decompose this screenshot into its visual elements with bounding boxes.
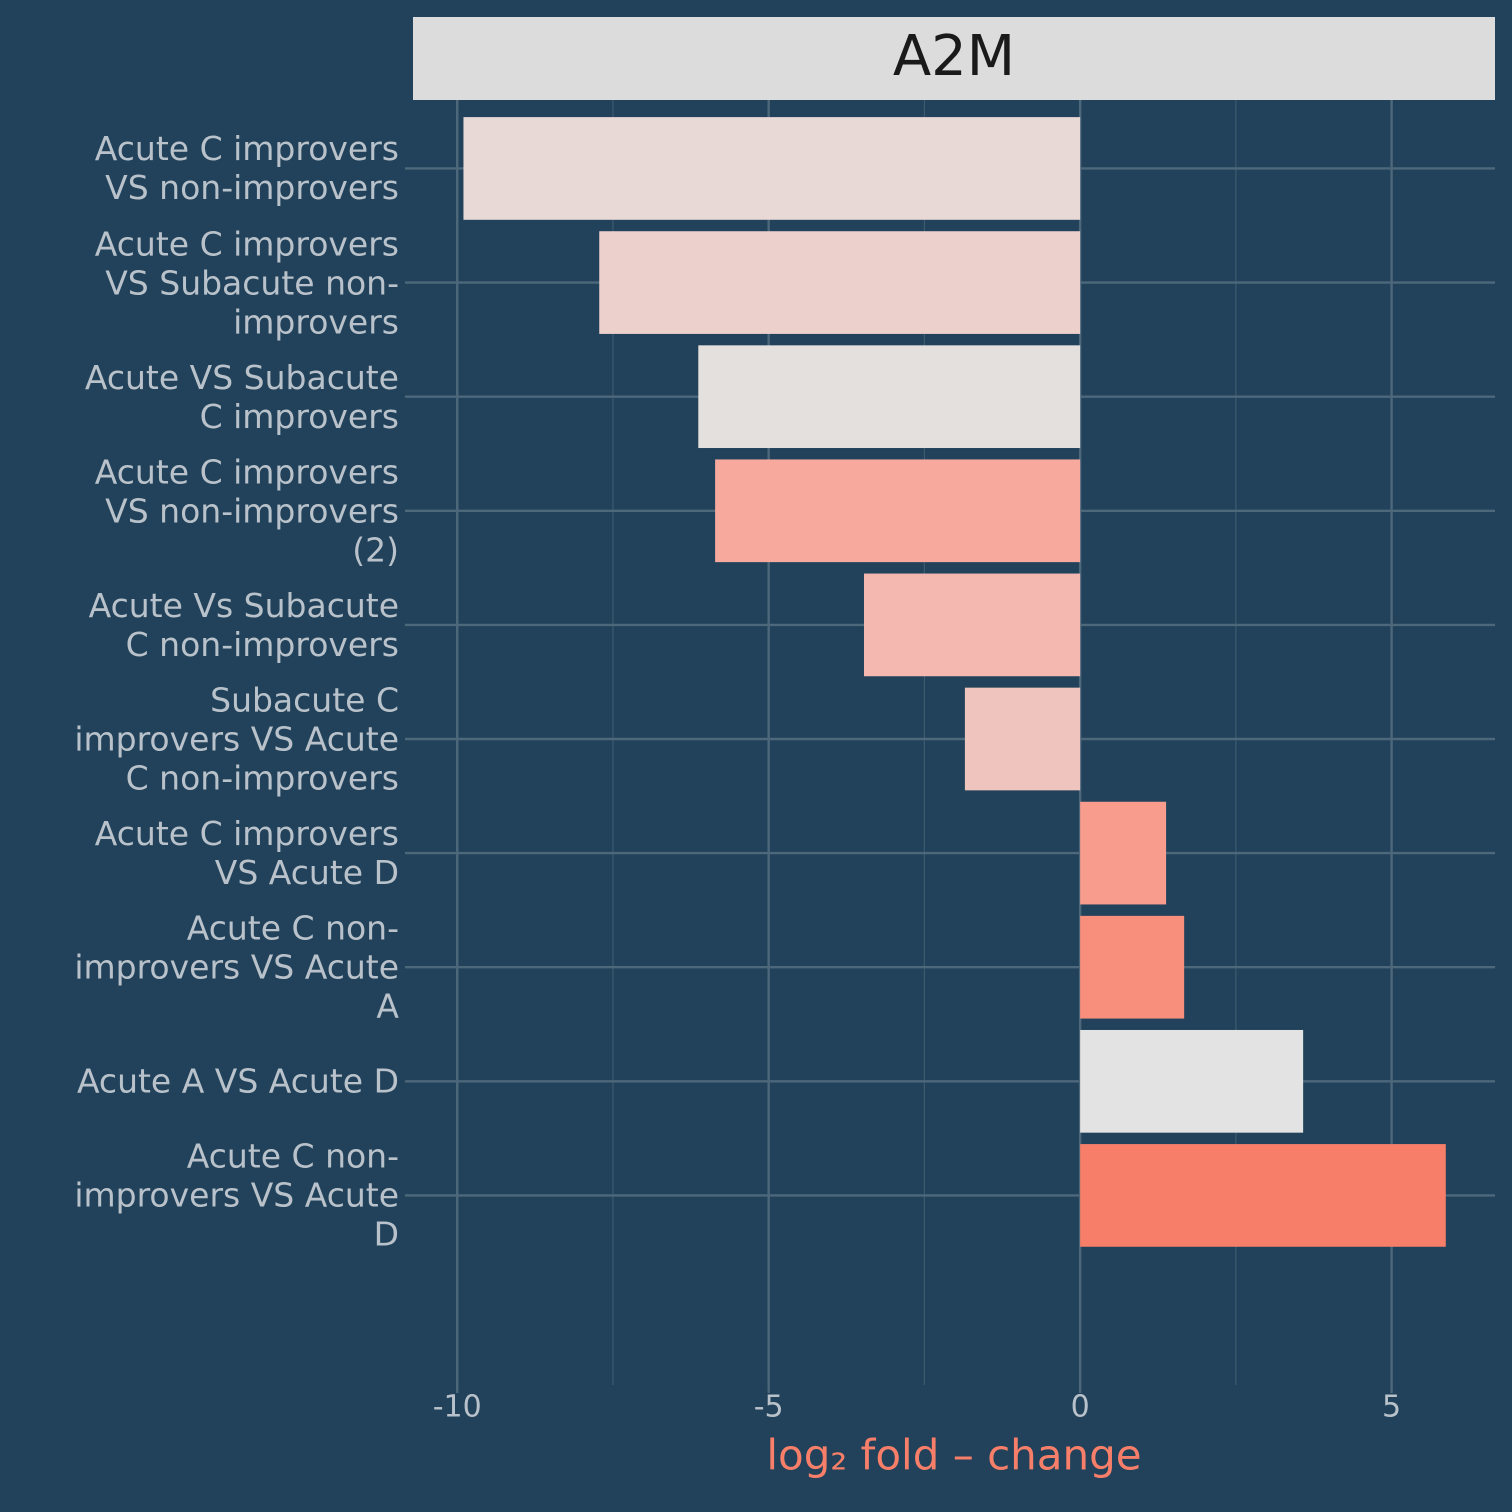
y-tick-label: Acute C improvers VS non-improvers [94,129,399,208]
y-tick-label: Acute C improvers VS Acute D [94,814,399,893]
bar [463,117,1081,220]
x-tick-label: 0 [1071,1390,1090,1425]
facet-strip [413,17,1495,100]
y-tick-label: Acute C non- improvers VS Acute A [74,908,399,1026]
x-tick-label: 5 [1382,1390,1401,1425]
x-axis-label: log₂ fold – change [766,1431,1141,1480]
y-tick-label: Acute A VS Acute D [76,1061,399,1101]
bar [1080,1144,1446,1247]
x-tick-label: -5 [754,1390,784,1425]
y-tick-label: Acute C improvers VS non-improvers (2) [94,452,399,570]
bar [1080,801,1167,905]
bar [863,573,1081,677]
y-tick-label: Acute C non- improvers VS Acute D [74,1136,399,1254]
y-tick-label: Acute VS Subacute C improvers [84,357,399,436]
bar [964,687,1081,791]
y-tick-label: Acute C improvers VS Subacute non- impro… [94,224,399,342]
y-tick-label: Subacute C improvers VS Acute C non-impr… [74,680,399,798]
x-tick-label: -10 [433,1390,482,1425]
bar [715,459,1081,563]
chart-title: A2M [893,24,1015,89]
bar [599,231,1081,334]
bar [698,345,1081,449]
bar [1080,1029,1304,1133]
bar [1080,915,1185,1019]
y-tick-label: Acute Vs Subacute C non-improvers [88,585,399,664]
